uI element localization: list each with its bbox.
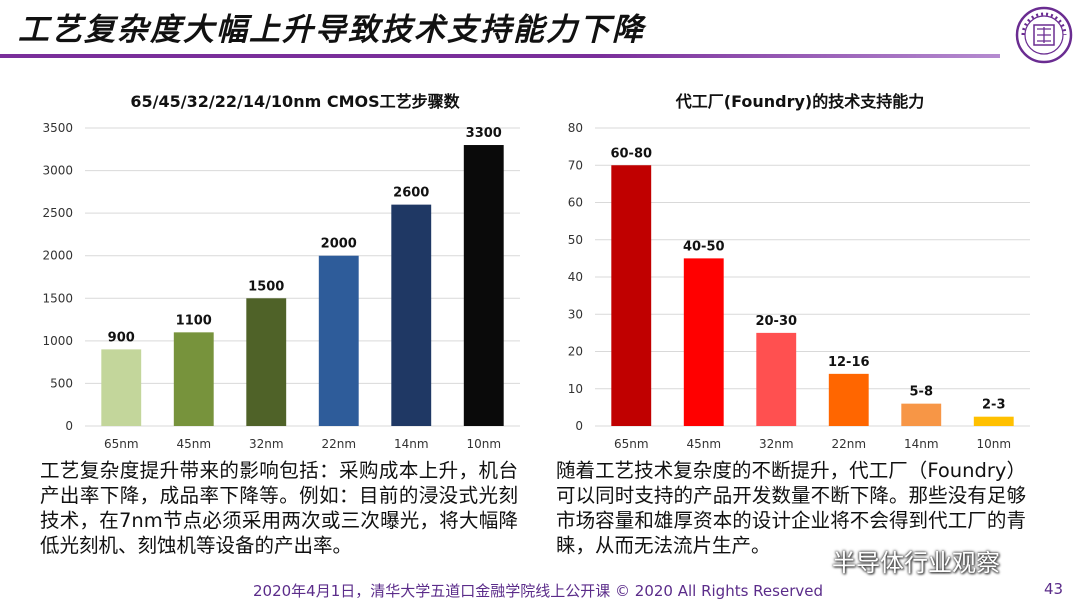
right-chart-xtick-label: 10nm — [976, 437, 1011, 451]
left-chart-ytick-label: 3000 — [42, 164, 73, 178]
watermark-text: 半导体行业观察 — [832, 548, 1000, 577]
right-chart-xtick-label: 32nm — [759, 437, 794, 451]
left-chart-data-label: 1500 — [248, 279, 284, 294]
left-chart-xtick-label: 14nm — [394, 437, 429, 451]
title-divider — [0, 54, 1000, 58]
right-chart-ytick-label: 70 — [568, 158, 583, 172]
right-chart-data-label: 20-30 — [755, 314, 797, 329]
right-chart-bar-22nm — [828, 373, 869, 426]
right-chart-data-label: 5-8 — [910, 385, 934, 400]
right-chart-data-label: 2-3 — [982, 398, 1006, 413]
right-bar-chart: 0 10 20 30 40 50 60 70 80 60-80 65nm 40-50 45nm 20-30… — [568, 121, 1030, 451]
right-chart-ytick-label: 0 — [575, 419, 583, 433]
right-chart-bar-32nm — [756, 332, 797, 426]
right-chart-ytick-label: 50 — [568, 233, 583, 247]
right-chart-ytick-label: 40 — [568, 270, 583, 284]
left-chart-data-label: 2600 — [393, 186, 429, 201]
left-chart-xtick-label: 45nm — [176, 437, 211, 451]
right-chart-xtick-label: 14nm — [904, 437, 939, 451]
right-explanation-text: 随着工艺技术复杂度的不断提升，代工厂（Foundry）可以同时支持的产品开发数量… — [556, 459, 1026, 557]
page-number: 43 — [1044, 580, 1064, 598]
left-chart-ytick-label: 0 — [65, 419, 73, 433]
left-chart-data-label: 2000 — [321, 237, 357, 252]
right-chart-ytick-label: 60 — [568, 196, 583, 210]
left-chart-xtick-label: 65nm — [104, 437, 139, 451]
left-explanation-text: 工艺复杂度提升带来的影响包括：采购成本上升，机台产出率下降，成品率下降等。例如：… — [40, 459, 518, 557]
left-chart-bar-32nm — [246, 298, 287, 426]
right-chart-xtick-label: 45nm — [686, 437, 721, 451]
right-chart-bar-10nm — [973, 416, 1014, 426]
left-chart-xtick-label: 10nm — [466, 437, 501, 451]
right-chart-data-label: 60-80 — [610, 146, 652, 161]
left-chart-bar-14nm — [391, 204, 432, 426]
slide-title: 工艺复杂度大幅上升导致技术支持能力下降 — [18, 12, 645, 48]
left-chart-bar-65nm — [101, 349, 142, 426]
left-chart-data-label: 1100 — [176, 313, 212, 328]
right-chart-bar-65nm — [611, 165, 652, 426]
left-chart-ytick-label: 1500 — [42, 291, 73, 305]
left-chart-ytick-label: 1000 — [42, 334, 73, 348]
left-bar-chart: 0 500 1000 1500 2000 2500 3000 3500 900 65nm 1100 4… — [42, 121, 520, 451]
left-chart-xtick-label: 22nm — [321, 437, 356, 451]
right-chart-xtick-label: 65nm — [614, 437, 649, 451]
left-chart-ytick-label: 3500 — [42, 121, 73, 135]
left-chart-data-label: 3300 — [466, 126, 502, 141]
watermark: 半导体行业观察 — [786, 540, 1000, 580]
right-chart-xtick-label: 22nm — [831, 437, 866, 451]
tsinghua-seal-icon — [1015, 6, 1073, 64]
left-chart-data-label: 900 — [108, 330, 135, 345]
right-chart-data-label: 40-50 — [683, 239, 725, 254]
left-chart-ytick-label: 2000 — [42, 249, 73, 263]
wechat-icon — [787, 546, 822, 572]
left-chart-xtick-label: 32nm — [249, 437, 284, 451]
left-chart-ytick-label: 2500 — [42, 206, 73, 220]
left-chart-bar-45nm — [173, 332, 214, 426]
left-chart-title: 65/45/32/22/14/10nm CMOS工艺步骤数 — [130, 92, 460, 111]
right-chart-ytick-label: 10 — [568, 382, 583, 396]
right-chart-data-label: 12-16 — [828, 355, 870, 370]
footer: 2020年4月1日，清华大学五道口金融学院线上公开课 © 2020 All Ri… — [0, 580, 1080, 601]
right-chart-ytick-label: 30 — [568, 307, 583, 321]
left-chart-bar-22nm — [318, 255, 359, 426]
right-chart-ytick-label: 20 — [568, 345, 583, 359]
left-chart-bar-10nm — [463, 145, 504, 426]
right-chart-ytick-label: 80 — [568, 121, 583, 135]
footer-text: 2020年4月1日，清华大学五道口金融学院线上公开课 © 2020 All Ri… — [252, 582, 823, 600]
left-chart-ytick-label: 500 — [50, 376, 73, 390]
right-chart-bar-45nm — [683, 258, 724, 426]
right-chart-bar-14nm — [901, 403, 942, 426]
right-chart-title: 代工厂(Foundry)的技术支持能力 — [675, 92, 925, 111]
